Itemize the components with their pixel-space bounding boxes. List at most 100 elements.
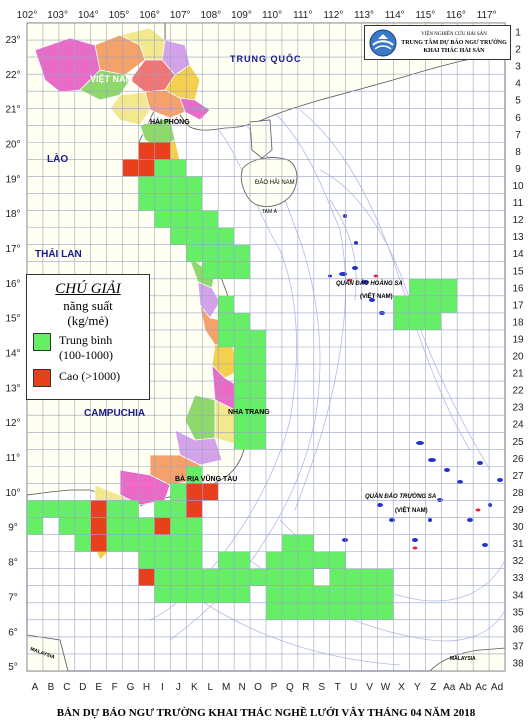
cell-medium-yield	[170, 568, 187, 586]
cell-medium-yield	[154, 210, 171, 228]
cell-medium-yield	[186, 210, 203, 228]
column-label: E	[95, 682, 102, 693]
row-label: 36	[512, 624, 524, 635]
cell-medium-yield	[218, 551, 235, 569]
longitude-label: 115°	[415, 10, 435, 21]
cell-medium-yield	[186, 466, 203, 484]
column-label: P	[271, 682, 278, 693]
legend-swatch-high	[33, 369, 51, 387]
cell-medium-yield	[154, 551, 171, 569]
label-thai-lan: THÁI LAN	[35, 247, 82, 260]
longitude-label: 109°	[231, 10, 252, 21]
cell-medium-yield	[297, 568, 314, 586]
cell-medium-yield	[234, 312, 251, 330]
cell-medium-yield	[74, 534, 91, 552]
row-label: 38	[512, 658, 524, 669]
cell-medium-yield	[345, 602, 362, 620]
cell-medium-yield	[42, 500, 59, 518]
cell-medium-yield	[441, 295, 458, 313]
row-label: 20	[512, 352, 524, 363]
label-tam-a: TAM Á	[262, 208, 278, 215]
label-hoang-sa-vn: (VIỆT NAM)	[360, 292, 393, 300]
cell-medium-yield	[425, 295, 442, 313]
institute-emblem-icon	[369, 29, 397, 56]
column-label: K	[191, 682, 198, 693]
cell-medium-yield	[122, 500, 139, 518]
row-label: 13	[512, 232, 524, 243]
row-label: 4	[515, 79, 521, 90]
cell-medium-yield	[441, 278, 458, 296]
cell-medium-yield	[250, 432, 266, 450]
cell-medium-yield	[234, 347, 251, 365]
cell-medium-yield	[250, 364, 266, 382]
cell-medium-yield	[202, 568, 219, 586]
latitude-label: 21°	[5, 105, 20, 116]
cell-medium-yield	[393, 312, 410, 330]
label-malaysia-right: MALAYSIA	[450, 656, 476, 662]
cell-medium-yield	[329, 568, 346, 586]
label-truong-sa-vn: (VIỆT NAM)	[395, 506, 428, 514]
cell-medium-yield	[170, 159, 187, 177]
logo-line-2: TRUNG TÂM DỰ BÁO NGƯ TRƯỜNG	[401, 39, 507, 46]
column-label: M	[222, 682, 230, 693]
cell-medium-yield	[377, 568, 394, 586]
cell-medium-yield	[186, 227, 203, 245]
leizhou-peninsula	[249, 119, 273, 159]
column-label: Ac	[475, 682, 487, 693]
longitude-label: 102°	[17, 10, 38, 21]
cell-medium-yield	[218, 295, 235, 313]
cell-medium-yield	[154, 585, 171, 603]
row-label: 8	[515, 147, 521, 158]
cell-medium-yield	[202, 210, 219, 228]
cell-medium-yield	[345, 585, 362, 603]
cell-medium-yield	[234, 432, 251, 450]
cell-medium-yield	[202, 227, 219, 245]
row-label: 22	[512, 386, 524, 397]
cell-medium-yield	[234, 551, 251, 569]
cell-medium-yield	[281, 534, 298, 552]
row-label: 11	[513, 198, 524, 209]
cell-medium-yield	[297, 534, 314, 552]
forecast-cells	[27, 142, 458, 620]
latitude-label: 14°	[5, 349, 20, 360]
islands	[297, 214, 503, 570]
cell-high-yield	[186, 500, 203, 518]
row-label: 19	[512, 334, 524, 345]
legend-item-high: Cao (>1000)	[33, 369, 120, 387]
column-label: T	[335, 682, 341, 693]
latitude-label: 17°	[5, 244, 20, 255]
row-label: 30	[512, 522, 524, 533]
longitude-label: 116°	[446, 10, 466, 21]
row-label: 31	[512, 539, 524, 550]
cell-high-yield	[90, 534, 107, 552]
row-label: 37	[512, 641, 524, 652]
cell-medium-yield	[250, 381, 266, 399]
column-label: F	[112, 682, 118, 693]
row-label: 15	[512, 266, 524, 277]
row-label: 32	[512, 556, 524, 567]
row-label: 33	[512, 573, 524, 584]
row-label: 16	[512, 283, 524, 294]
cell-medium-yield	[234, 244, 251, 262]
cell-medium-yield	[345, 568, 362, 586]
column-label: J	[176, 682, 181, 693]
longitude-label: 103°	[47, 10, 68, 21]
cell-medium-yield	[106, 517, 123, 535]
latitude-label: 13°	[5, 383, 20, 394]
longitude-label: 117°	[477, 10, 497, 21]
column-label: Aa	[443, 682, 456, 693]
column-label: U	[350, 682, 357, 693]
legend-medium-label: Trung bình	[59, 333, 113, 347]
cell-medium-yield	[266, 551, 282, 569]
cell-medium-yield	[186, 193, 203, 211]
column-label: C	[63, 682, 70, 693]
latitude-label: 15°	[5, 314, 20, 325]
cell-medium-yield	[425, 312, 442, 330]
cell-medium-yield	[218, 329, 235, 347]
legend-medium-range: (100-1000)	[59, 348, 113, 362]
row-label: 25	[512, 437, 524, 448]
cell-medium-yield	[170, 585, 187, 603]
cell-medium-yield	[234, 415, 251, 433]
cell-medium-yield	[313, 585, 330, 603]
cell-medium-yield	[74, 517, 91, 535]
